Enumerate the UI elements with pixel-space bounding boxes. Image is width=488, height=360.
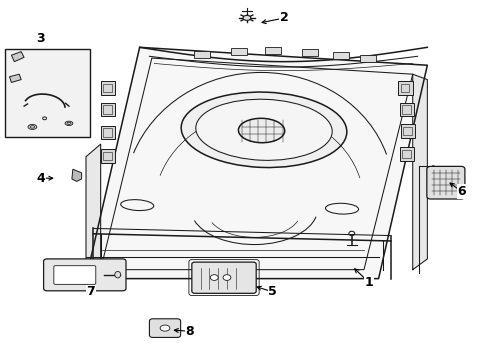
Ellipse shape (238, 118, 284, 143)
Bar (400, 124, 414, 138)
Bar (101, 81, 115, 95)
Bar (399, 147, 413, 161)
FancyBboxPatch shape (43, 259, 126, 291)
Bar (301, 49, 317, 56)
FancyBboxPatch shape (191, 262, 256, 293)
Ellipse shape (223, 275, 230, 280)
Bar (400, 84, 408, 92)
Bar (230, 48, 246, 55)
Bar (103, 105, 112, 114)
Polygon shape (412, 74, 427, 270)
Text: 5: 5 (268, 285, 277, 298)
Bar (101, 126, 115, 139)
Bar (103, 84, 112, 92)
FancyBboxPatch shape (54, 266, 96, 284)
Bar (399, 103, 413, 116)
Text: 3: 3 (36, 32, 45, 45)
Bar (402, 127, 411, 135)
Text: 8: 8 (185, 325, 194, 338)
Bar (401, 105, 410, 114)
Ellipse shape (195, 99, 331, 160)
Text: 2: 2 (280, 12, 288, 24)
Bar (397, 81, 412, 95)
Ellipse shape (28, 125, 37, 130)
Text: 1: 1 (364, 276, 372, 289)
Bar (103, 129, 112, 137)
Text: 6: 6 (456, 185, 465, 198)
Polygon shape (86, 47, 427, 279)
Ellipse shape (65, 121, 73, 126)
Bar (101, 103, 115, 116)
Bar (359, 55, 375, 62)
Bar (194, 51, 210, 58)
Bar (101, 149, 115, 163)
FancyBboxPatch shape (426, 166, 464, 199)
Ellipse shape (243, 15, 250, 21)
FancyBboxPatch shape (149, 319, 180, 337)
Polygon shape (11, 51, 24, 62)
Polygon shape (9, 74, 21, 82)
Polygon shape (86, 144, 101, 279)
Ellipse shape (160, 325, 169, 331)
Ellipse shape (210, 275, 218, 280)
Bar (4, 49, 90, 137)
Ellipse shape (181, 92, 346, 167)
Bar (332, 51, 348, 59)
Polygon shape (72, 169, 81, 181)
Bar (103, 152, 112, 160)
Text: 7: 7 (86, 285, 95, 298)
Bar (401, 150, 410, 158)
Bar (264, 47, 281, 54)
Ellipse shape (115, 271, 121, 278)
Text: 4: 4 (36, 172, 45, 185)
